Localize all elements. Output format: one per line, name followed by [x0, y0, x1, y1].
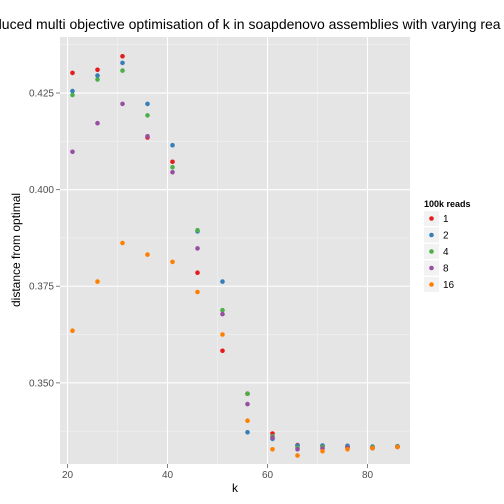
data-point-series-4 — [145, 113, 150, 118]
data-point-series-4 — [195, 227, 200, 233]
data-point-series-2 — [245, 430, 250, 435]
data-point-series-16 — [370, 445, 375, 451]
legend-marker — [429, 282, 434, 287]
legend-marker — [429, 249, 434, 254]
data-point-series-2 — [145, 101, 150, 107]
data-point-series-4 — [245, 391, 250, 397]
data-point-series-8 — [95, 120, 100, 126]
data-point-series-16 — [320, 448, 325, 454]
data-point-series-16 — [195, 289, 200, 295]
data-point-series-4 — [220, 307, 225, 313]
data-point-series-16 — [170, 259, 175, 265]
y-tick-label: 0.400 — [29, 185, 54, 196]
data-point-series-4 — [170, 164, 175, 170]
data-point-series-8 — [195, 246, 200, 251]
data-point-series-2 — [120, 60, 125, 66]
legend-marker — [429, 265, 434, 271]
data-point-series-1 — [195, 270, 200, 276]
legend-marker — [429, 216, 434, 221]
data-points — [70, 54, 400, 458]
data-point-series-16 — [270, 447, 275, 452]
data-point-series-8 — [120, 101, 125, 107]
x-tick-label: 60 — [262, 470, 274, 481]
data-point-series-16 — [220, 332, 225, 337]
data-point-series-16 — [120, 240, 125, 246]
data-point-series-16 — [245, 418, 250, 424]
legend-marker — [429, 232, 434, 238]
x-tick-label: 40 — [162, 470, 174, 481]
legend-title: 100k reads — [424, 199, 471, 209]
legend-label: 1 — [443, 214, 449, 225]
axis-ticks: 20 40 60 80 0.350 0.375 0.400 0.425 — [29, 89, 374, 481]
legend-label: 2 — [443, 231, 449, 242]
y-tick-label: 0.375 — [29, 282, 54, 293]
data-point-series-16 — [145, 252, 150, 257]
data-point-series-8 — [70, 149, 75, 155]
x-tick-label: 20 — [62, 470, 74, 481]
y-axis-label: distance from optimal — [9, 193, 23, 307]
legend: 100k reads 1 2 4 8 16 — [424, 199, 471, 292]
data-point-series-4 — [95, 77, 100, 82]
data-point-series-2 — [95, 73, 100, 78]
data-point-series-8 — [220, 311, 225, 317]
data-point-series-8 — [295, 447, 300, 452]
data-point-series-2 — [220, 279, 225, 284]
data-point-series-16 — [345, 447, 350, 452]
data-point-series-8 — [270, 435, 275, 441]
data-point-series-8 — [145, 134, 150, 139]
data-point-series-8 — [245, 401, 250, 407]
data-point-series-1 — [70, 70, 75, 76]
legend-label: 4 — [443, 247, 449, 258]
data-point-series-2 — [70, 88, 75, 94]
data-point-series-4 — [70, 92, 75, 98]
data-point-series-1 — [170, 159, 175, 165]
x-tick-label: 80 — [362, 470, 374, 481]
data-point-series-1 — [120, 54, 125, 59]
data-point-series-8 — [170, 169, 175, 175]
chart-title: duced multi objective optimisation of k … — [0, 16, 501, 32]
data-point-series-16 — [95, 279, 100, 284]
y-tick-label: 0.425 — [29, 89, 54, 100]
data-point-series-1 — [95, 67, 100, 73]
data-point-series-1 — [220, 348, 225, 354]
data-point-series-16 — [395, 444, 400, 450]
legend-label: 16 — [443, 280, 455, 291]
x-axis-label: k — [232, 481, 239, 495]
y-tick-label: 0.350 — [29, 378, 54, 389]
legend-label: 8 — [443, 264, 449, 275]
data-point-series-16 — [70, 328, 75, 334]
grid-lines — [60, 37, 410, 464]
data-point-series-2 — [170, 142, 175, 148]
plot-panel — [60, 37, 410, 464]
data-point-series-16 — [295, 453, 300, 458]
data-point-series-4 — [120, 68, 125, 73]
